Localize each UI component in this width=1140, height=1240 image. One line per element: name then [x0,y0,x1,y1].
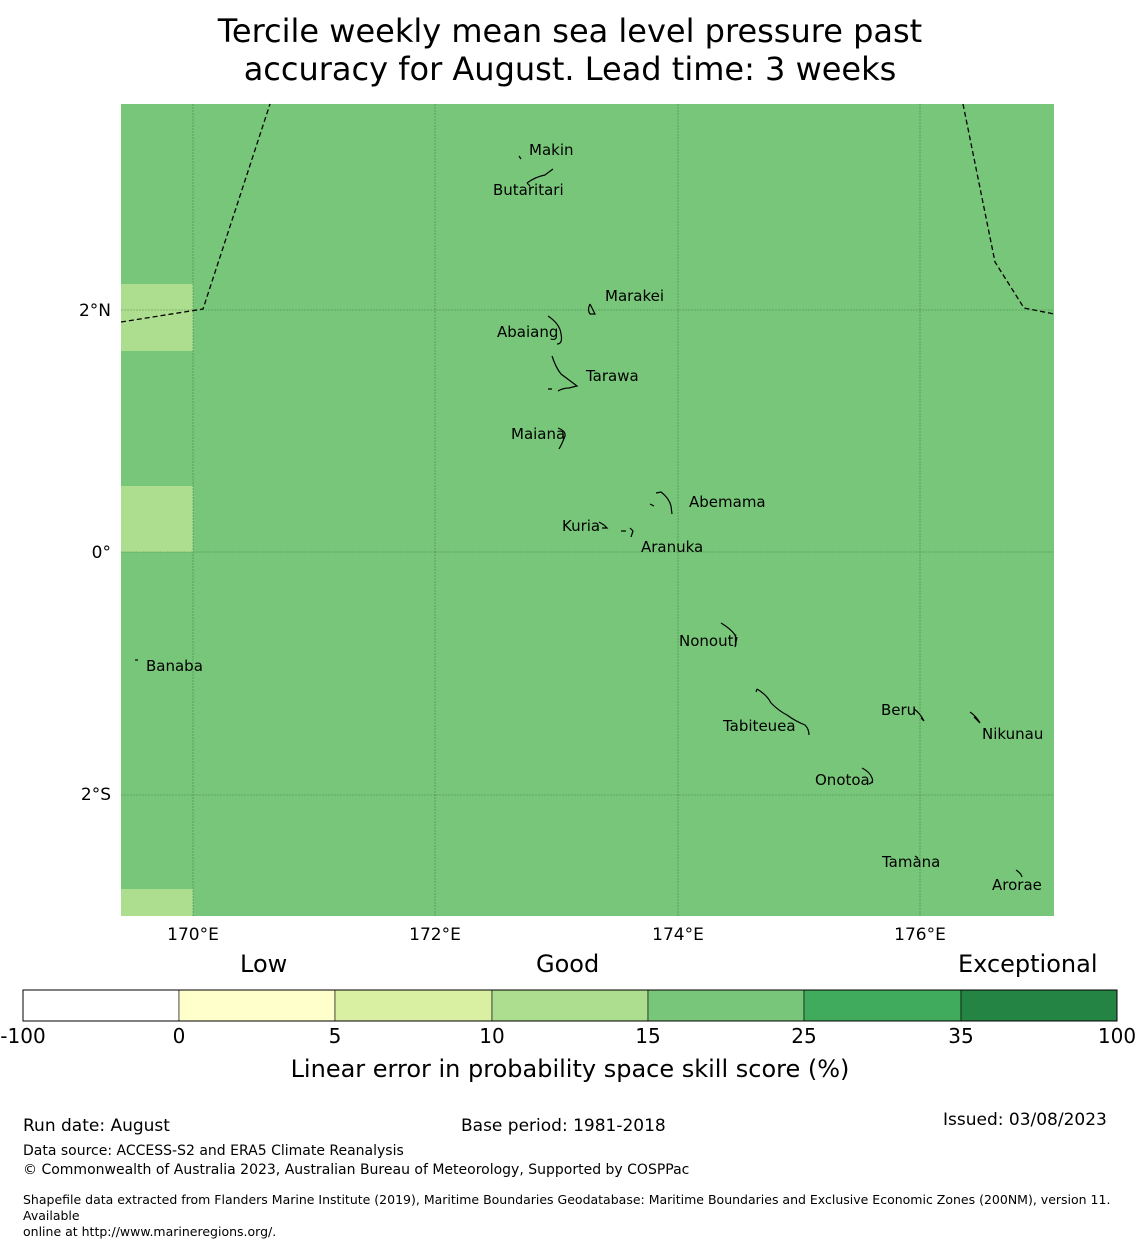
island-outline-beru [913,708,925,722]
colorbar-bin-3 [491,989,649,1022]
island-label-onotoa: Onotoa [815,771,870,789]
island-label-abaiang: Abaiang [497,323,558,341]
map-title-line-2: accuracy for August. Lead time: 3 weeks [243,50,897,88]
island-label-nikunau: Nikunau [982,725,1043,743]
colorbar-tick: 25 [791,1024,817,1048]
light-cell-north [121,284,193,351]
colorbar-tick: 15 [635,1024,661,1048]
shapefile-credit-line-2: online at http://www.marineregions.org/. [23,1224,277,1239]
colorbar-tick: 0 [172,1024,186,1048]
island-outline-tarawa [548,355,579,392]
island-label-arorae: Arorae [992,876,1042,894]
copyright: © Commonwealth of Australia 2023, Austra… [23,1162,690,1178]
island-label-makin: Makin [529,141,574,159]
colorbar-bin-0 [22,989,180,1022]
island-outline-tabiteuea [755,688,810,736]
island-outline-maiana [557,427,566,450]
category-exceptional: Exceptional [958,950,1098,978]
category-low: Low [240,950,288,978]
skill-map: Makin Butaritari Marakei Abaiang Tarawa … [79,103,1055,945]
colorbar-bin-2 [334,989,493,1022]
island-outline-abaiang [547,315,563,345]
map-title-line-1: Tercile weekly mean sea level pressure p… [217,12,923,50]
colorbar-axis-label: Linear error in probability space skill … [290,1055,850,1083]
island-label-tamana: Tamana [881,853,940,871]
colorbar-tick: 100 [1097,1024,1137,1048]
map-background [121,104,1054,916]
island-outline-onotoa [861,767,874,785]
island-outline-kuria [598,521,609,529]
island-outlines [135,155,1023,878]
island-label-kuria: Kuria [562,517,600,535]
base-period: Base period: 1981-2018 [461,1116,666,1136]
lon-tick-176e: 176°E [894,925,946,945]
island-outline-tamana [914,855,919,859]
island-outline-aranuka [621,527,634,538]
issued-date: Issued: 03/08/2023 [943,1110,1107,1130]
colorbar-tick: 5 [328,1024,342,1048]
gridlines [121,104,1054,916]
colorbar-tick: 10 [479,1024,505,1048]
island-label-butaritari: Butaritari [493,181,564,199]
lat-tick-2s: 2°S [81,785,111,805]
island-label-maiana: Maiana [511,425,565,443]
shapefile-credit: Shapefile data extracted from Flanders M… [23,1192,1140,1240]
light-cell-equator [121,486,193,552]
island-outline-nonouti [720,622,738,648]
run-date: Run date: August [23,1116,170,1136]
colorbar-tick: -100 [0,1024,46,1048]
island-outline-makin [518,155,522,160]
island-label-tarawa: Tarawa [585,367,639,385]
colorbar-frame [22,989,1118,1022]
island-label-abemama: Abemama [689,493,766,511]
island-label-nonouti: Nonouti [679,632,738,650]
light-cell-south [121,889,193,916]
lat-tick-0: 0° [92,543,111,563]
island-outline-arorae [1015,869,1023,878]
eez-boundary-west [120,103,271,323]
colorbar-bin-5 [803,989,962,1022]
island-label-banaba: Banaba [146,657,203,675]
colorbar-bin-6 [960,989,1118,1022]
lon-tick-174e: 174°E [652,925,704,945]
island-outline-abemama [649,491,673,515]
data-source: Data source: ACCESS-S2 and ERA5 Climate … [23,1143,404,1159]
shapefile-credit-line-1: Shapefile data extracted from Flanders M… [23,1192,1111,1223]
island-outline-butaritari [526,168,554,187]
eez-boundaries [120,103,1055,323]
category-good: Good [536,950,600,978]
colorbar-bin-4 [647,989,805,1022]
island-outline-nikunau [969,711,981,724]
eez-boundary-east [962,103,1055,315]
lon-tick-170e: 170°E [167,925,219,945]
island-outline-marakei [587,303,596,315]
colorbar-bin-1 [178,989,336,1022]
island-label-marakei: Marakei [605,287,664,305]
lat-tick-2n: 2°N [79,301,111,321]
island-label-aranuka: Aranuka [641,538,703,556]
colorbar-tick: 35 [948,1024,974,1048]
colorbar [22,989,1118,1022]
lon-tick-172e: 172°E [409,925,461,945]
island-label-beru: Beru [881,701,916,719]
island-label-tabiteuea: Tabiteuea [722,717,796,735]
